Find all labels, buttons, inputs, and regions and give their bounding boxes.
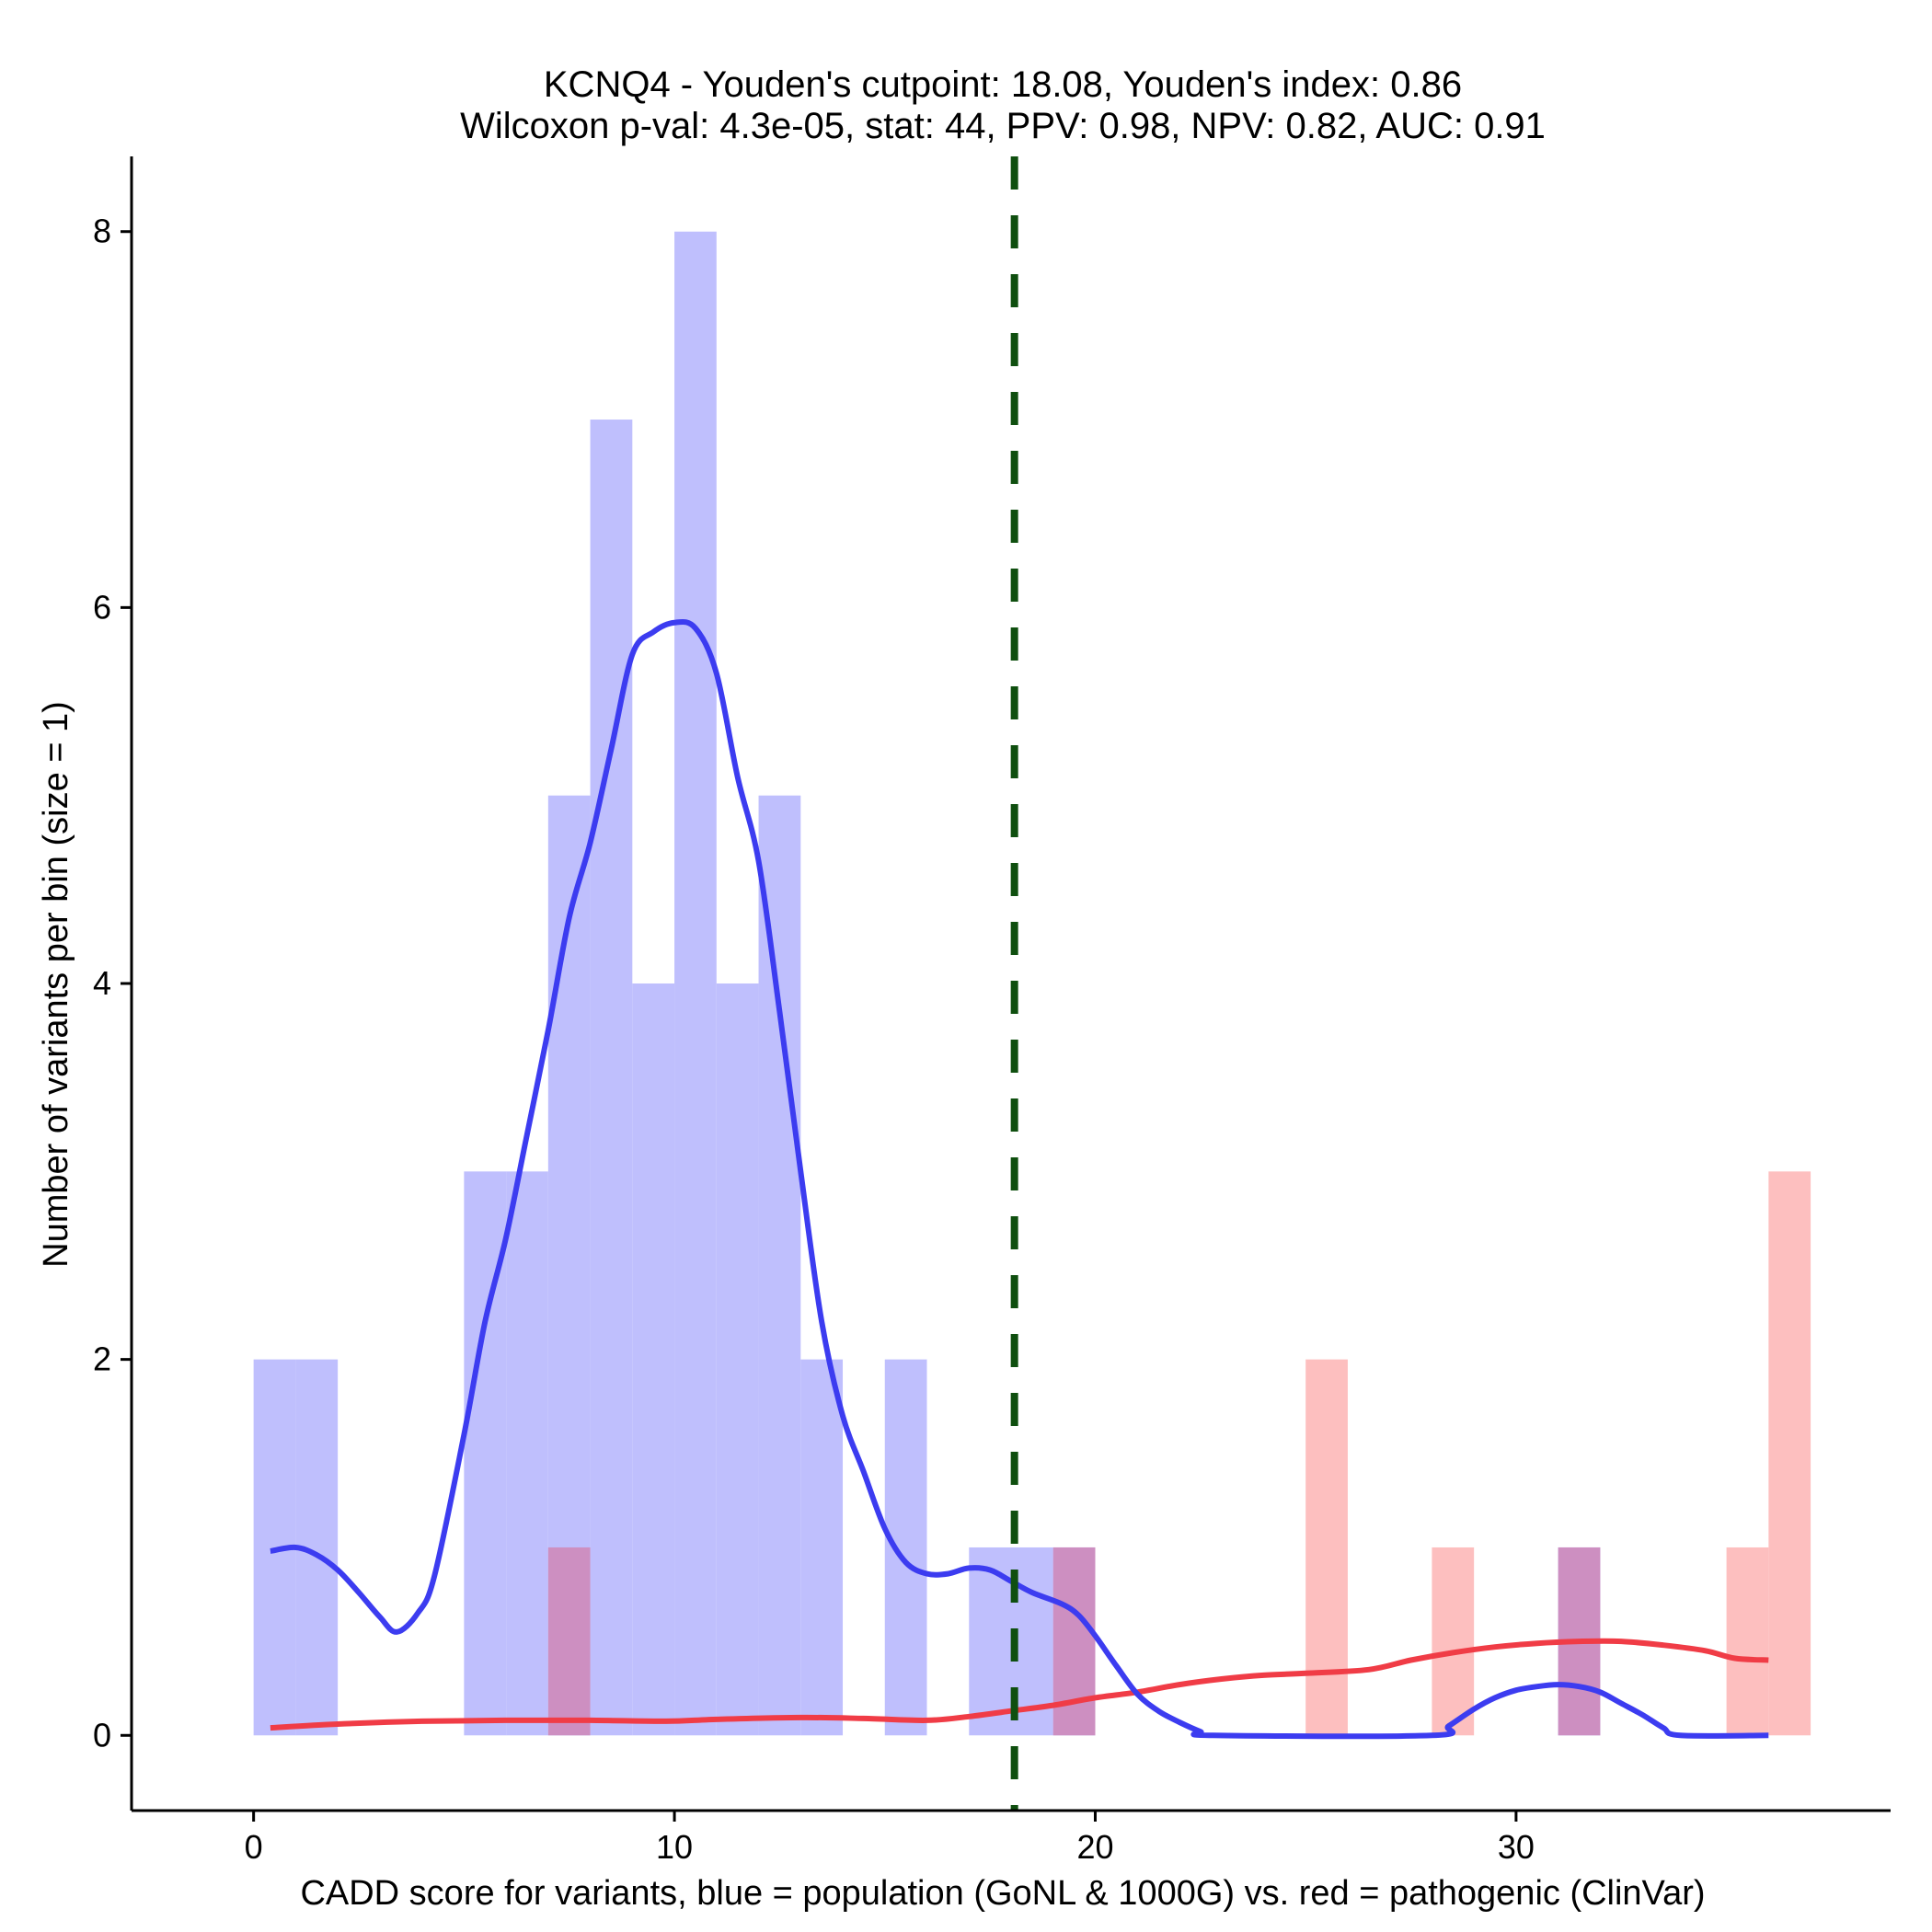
y-tick-label: 2 [93,1340,111,1378]
bars-layer [253,231,1811,1736]
y-axis-label: Number of variants per bin (size = 1) [37,701,75,1268]
pathogenic-bar [1052,1547,1096,1736]
pathogenic-bar [1432,1547,1475,1736]
population-bar [590,420,633,1736]
pathogenic-bar [1726,1547,1769,1736]
density-layer [270,618,1769,1740]
pathogenic-bar [1768,1171,1811,1736]
population-bar [800,1359,844,1736]
chart-subtitle: Wilcoxon p-val: 4.3e-05, stat: 44, PPV: … [460,106,1546,146]
x-tick-label: 30 [1498,1828,1535,1866]
pathogenic-bar [547,1547,591,1736]
population-bar [506,1171,548,1736]
y-tick-label: 8 [93,213,111,250]
y-tick-label: 4 [93,964,111,1002]
population-bar [884,1359,927,1736]
population-bar [758,795,801,1736]
x-tick-label: 10 [656,1828,693,1866]
population-bar [632,983,675,1736]
population-bar [674,231,717,1736]
x-tick-label: 0 [245,1828,263,1866]
pathogenic-bar [1305,1359,1348,1736]
chart-title: KCNQ4 - Youden's cutpoint: 18.08, Youden… [544,64,1462,105]
population-bar [716,983,759,1736]
population-density-line [270,618,1769,1740]
axes-layer: 0 10 20 30 0 2 4 6 8 [93,156,1891,1866]
x-tick-label: 20 [1076,1828,1113,1866]
x-axis-label: CADD score for variants, blue = populati… [300,1874,1705,1913]
y-tick-label: 6 [93,588,111,626]
y-tick-label: 0 [93,1716,111,1754]
